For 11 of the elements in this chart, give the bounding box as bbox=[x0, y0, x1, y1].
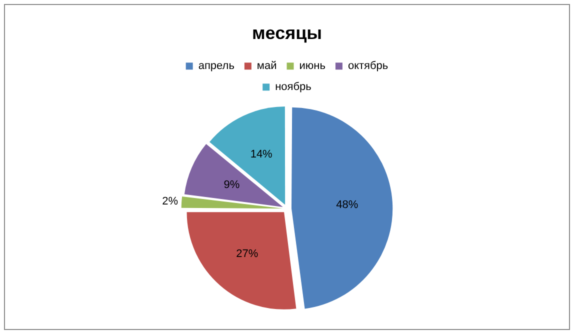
legend-label: май bbox=[256, 60, 277, 72]
data-label: 2% bbox=[162, 195, 178, 208]
legend-label: ноябрь bbox=[275, 81, 312, 94]
data-label: 48% bbox=[336, 199, 358, 212]
data-label: 27% bbox=[236, 248, 258, 260]
legend-label: апрель bbox=[198, 60, 235, 72]
legend-label: октябрь bbox=[348, 60, 388, 72]
chart-title: месяцы bbox=[252, 22, 322, 43]
data-label: 9% bbox=[224, 178, 240, 191]
legend-label: июнь bbox=[299, 60, 326, 72]
data-label: 14% bbox=[250, 148, 273, 160]
